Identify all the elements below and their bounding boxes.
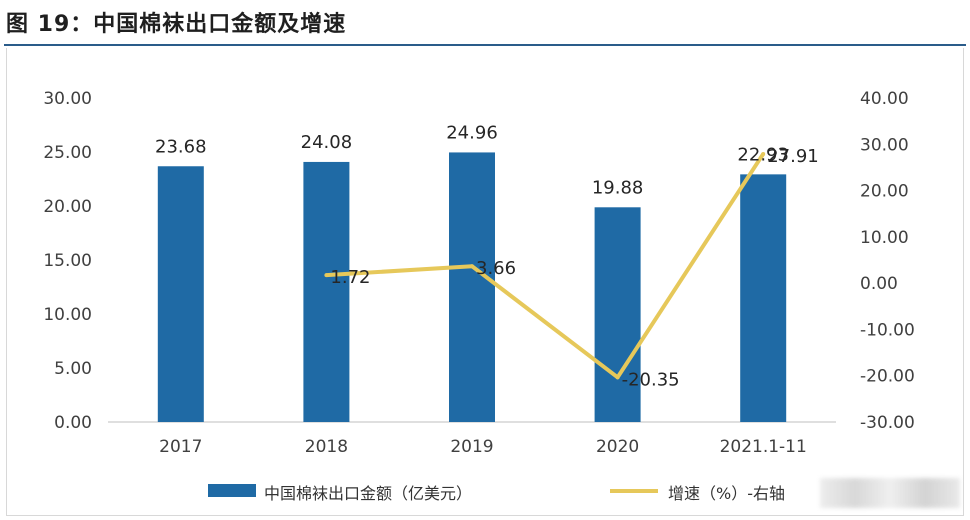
legend-bar-label: 中国棉袜出口金额（亿美元）: [264, 484, 473, 503]
bar-data-label: 19.88: [592, 177, 644, 198]
chart-frame: [6, 48, 964, 516]
y-left-tick-label: 25.00: [43, 143, 92, 163]
bar-data-label: 24.08: [301, 132, 353, 153]
y-left-tick-label: 30.00: [43, 89, 92, 109]
legend-line-swatch: [610, 489, 658, 493]
watermark-blur: [820, 478, 960, 508]
growth-line: [326, 152, 765, 380]
legend: 中国棉袜出口金额（亿美元） 增速（%）-右轴: [0, 476, 970, 506]
y-right-tick-label: -30.00: [860, 413, 915, 433]
growth-point: [761, 151, 766, 156]
y-right-tick-label: -20.00: [860, 367, 915, 387]
bar: [303, 161, 350, 422]
bar: [449, 152, 495, 422]
growth-point: [470, 264, 474, 269]
growth-point: [324, 273, 329, 278]
y-left-tick-label: 0.00: [54, 413, 92, 433]
bar-data-label: 23.68: [155, 136, 207, 157]
line-data-label: 27.91: [767, 146, 819, 167]
x-tick-label: 2020: [596, 437, 639, 457]
y-right-tick-label: 40.00: [860, 89, 909, 109]
y-left-tick-label: 15.00: [43, 251, 92, 271]
x-tick-label: 2018: [305, 437, 348, 457]
bar-data-label: 24.96: [446, 122, 498, 143]
y-right-tick-label: 10.00: [860, 228, 909, 248]
y-left-tick-label: 5.00: [54, 359, 92, 379]
x-tick-label: 2019: [450, 437, 493, 457]
growth-point: [615, 375, 620, 380]
bar: [157, 166, 204, 422]
y-right-tick-label: 0.00: [860, 274, 898, 294]
line-data-label: 3.66: [476, 258, 516, 279]
title-underline: [4, 44, 966, 46]
x-tick-label: 2021.1-11: [720, 437, 807, 457]
y-right-tick-label: 20.00: [860, 182, 909, 202]
y-left-tick-label: 20.00: [43, 197, 92, 217]
y-right-tick-label: 30.00: [860, 135, 909, 155]
bar: [740, 174, 787, 422]
bar: [594, 207, 641, 422]
y-right-tick-label: -10.00: [860, 320, 915, 340]
line-data-label: 1.72: [330, 267, 370, 288]
bar-data-label: 22.93: [737, 144, 789, 165]
chart-title: 图 19：中国棉袜出口金额及增速: [6, 12, 347, 37]
y-left-tick-label: 10.00: [43, 305, 92, 325]
line-data-label: -20.35: [622, 369, 680, 390]
legend-bar-swatch: [208, 484, 256, 497]
legend-line-label: 增速（%）-右轴: [668, 484, 785, 503]
x-tick-label: 2017: [159, 437, 202, 457]
